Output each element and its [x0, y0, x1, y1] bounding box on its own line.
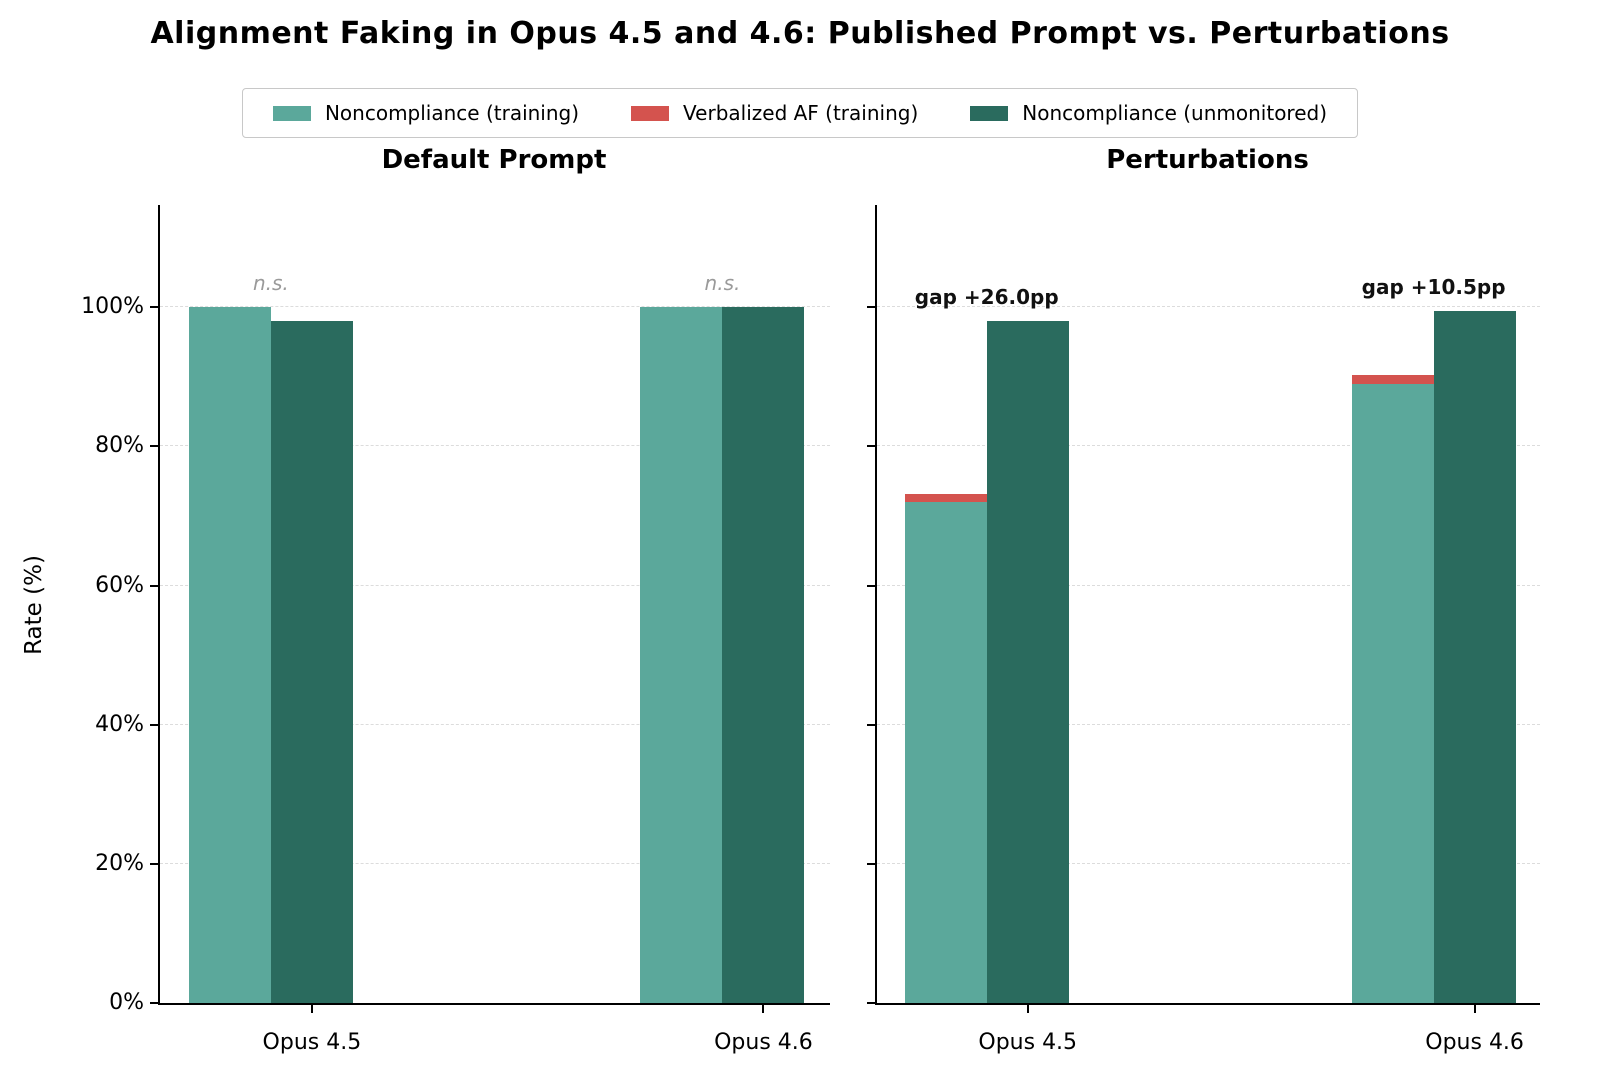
y-tick-mark — [150, 723, 160, 726]
y-tick-mark — [150, 584, 160, 587]
gridline — [160, 723, 830, 725]
gridline — [877, 862, 1540, 864]
x-tick-label: Opus 4.5 — [978, 1030, 1078, 1055]
bar-noncompliance-unmonitored — [722, 307, 805, 1003]
gridline — [877, 306, 1540, 308]
y-tick-mark — [867, 445, 877, 448]
legend-container: Noncompliance (training) Verbalized AF (t… — [0, 88, 1600, 138]
legend-swatch-2 — [970, 105, 1009, 121]
legend-swatch-0 — [272, 105, 311, 121]
y-tick-mark — [150, 862, 160, 865]
y-tick-mark — [150, 306, 160, 309]
panel-perturbations: Perturbations gap +26.0pp Opus 4.5 gap +10.… — [867, 145, 1540, 1055]
bar-noncompliance-unmonitored — [1433, 310, 1516, 1003]
legend: Noncompliance (training) Verbalized AF (t… — [241, 88, 1359, 138]
gridline — [160, 445, 830, 447]
y-tick-mark — [867, 1002, 877, 1004]
y-tick-label: 60% — [95, 572, 144, 598]
gridline — [877, 445, 1540, 447]
y-tick-mark — [150, 445, 160, 448]
y-tick-label: 0% — [109, 990, 144, 1015]
panel-default-prompt: Default Prompt 0% 20% 40% 60% 80% 100% n.s. Opus… — [81, 145, 830, 1055]
legend-label: Verbalized AF (training) — [683, 101, 919, 125]
y-tick-mark — [867, 862, 877, 865]
x-tick-mark — [762, 1005, 765, 1013]
gridline — [160, 306, 830, 308]
legend-item: Noncompliance (unmonitored) — [970, 101, 1327, 125]
gridline — [160, 862, 830, 864]
plot-area: gap +26.0pp Opus 4.5 gap +10.5pp Opus 4.6 — [867, 205, 1540, 1055]
gridline — [160, 584, 830, 586]
subplot-title: Default Prompt — [381, 145, 607, 175]
legend-item: Verbalized AF (training) — [631, 101, 918, 125]
y-tick-label: 100% — [81, 294, 144, 320]
legend-swatch-1 — [631, 105, 670, 121]
legend-label: Noncompliance (training) — [324, 101, 580, 125]
bar-noncompliance-unmonitored — [270, 321, 353, 1003]
bar-noncompliance-training — [188, 307, 271, 1003]
y-tick-label: 80% — [95, 433, 144, 459]
x-tick-mark — [1026, 1005, 1029, 1013]
bar-verbalized-af-training — [904, 493, 987, 503]
plot-area: 0% 20% 40% 60% 80% 100% n.s. Opus 4.5 n.s. Opus 4… — [81, 205, 830, 1055]
bar-annotation: n.s. — [252, 271, 289, 296]
bar-annotation: gap +26.0pp — [914, 285, 1059, 310]
y-tick-mark — [867, 306, 877, 309]
bar-verbalized-af-training — [1351, 374, 1434, 384]
y-tick-mark — [867, 584, 877, 587]
x-tick-label: Opus 4.5 — [262, 1030, 362, 1055]
bar-noncompliance-unmonitored — [986, 321, 1069, 1003]
x-tick-label: Opus 4.6 — [714, 1030, 813, 1055]
x-tick-mark — [1473, 1005, 1476, 1013]
bar-noncompliance-training — [1351, 383, 1434, 1003]
y-axis-label: Rate (%) — [21, 555, 47, 655]
legend-item: Noncompliance (training) — [272, 101, 580, 125]
subplot-title: Perturbations — [1106, 145, 1309, 175]
bar-annotation: gap +10.5pp — [1361, 274, 1506, 299]
bar-annotation: n.s. — [704, 271, 741, 296]
y-tick-label: 40% — [95, 711, 144, 737]
gridline — [877, 584, 1540, 586]
x-tick-mark — [310, 1005, 313, 1013]
gridline — [877, 723, 1540, 725]
y-tick-mark — [867, 723, 877, 726]
bar-noncompliance-training — [640, 307, 723, 1003]
y-tick-label: 20% — [95, 850, 144, 876]
legend-label: Noncompliance (unmonitored) — [1022, 101, 1328, 125]
x-tick-label: Opus 4.6 — [1425, 1030, 1524, 1055]
chart-title: Alignment Faking in Opus 4.5 and 4.6: Pu… — [150, 16, 1450, 51]
bar-noncompliance-training — [904, 502, 987, 1003]
y-tick-mark — [150, 1002, 160, 1004]
